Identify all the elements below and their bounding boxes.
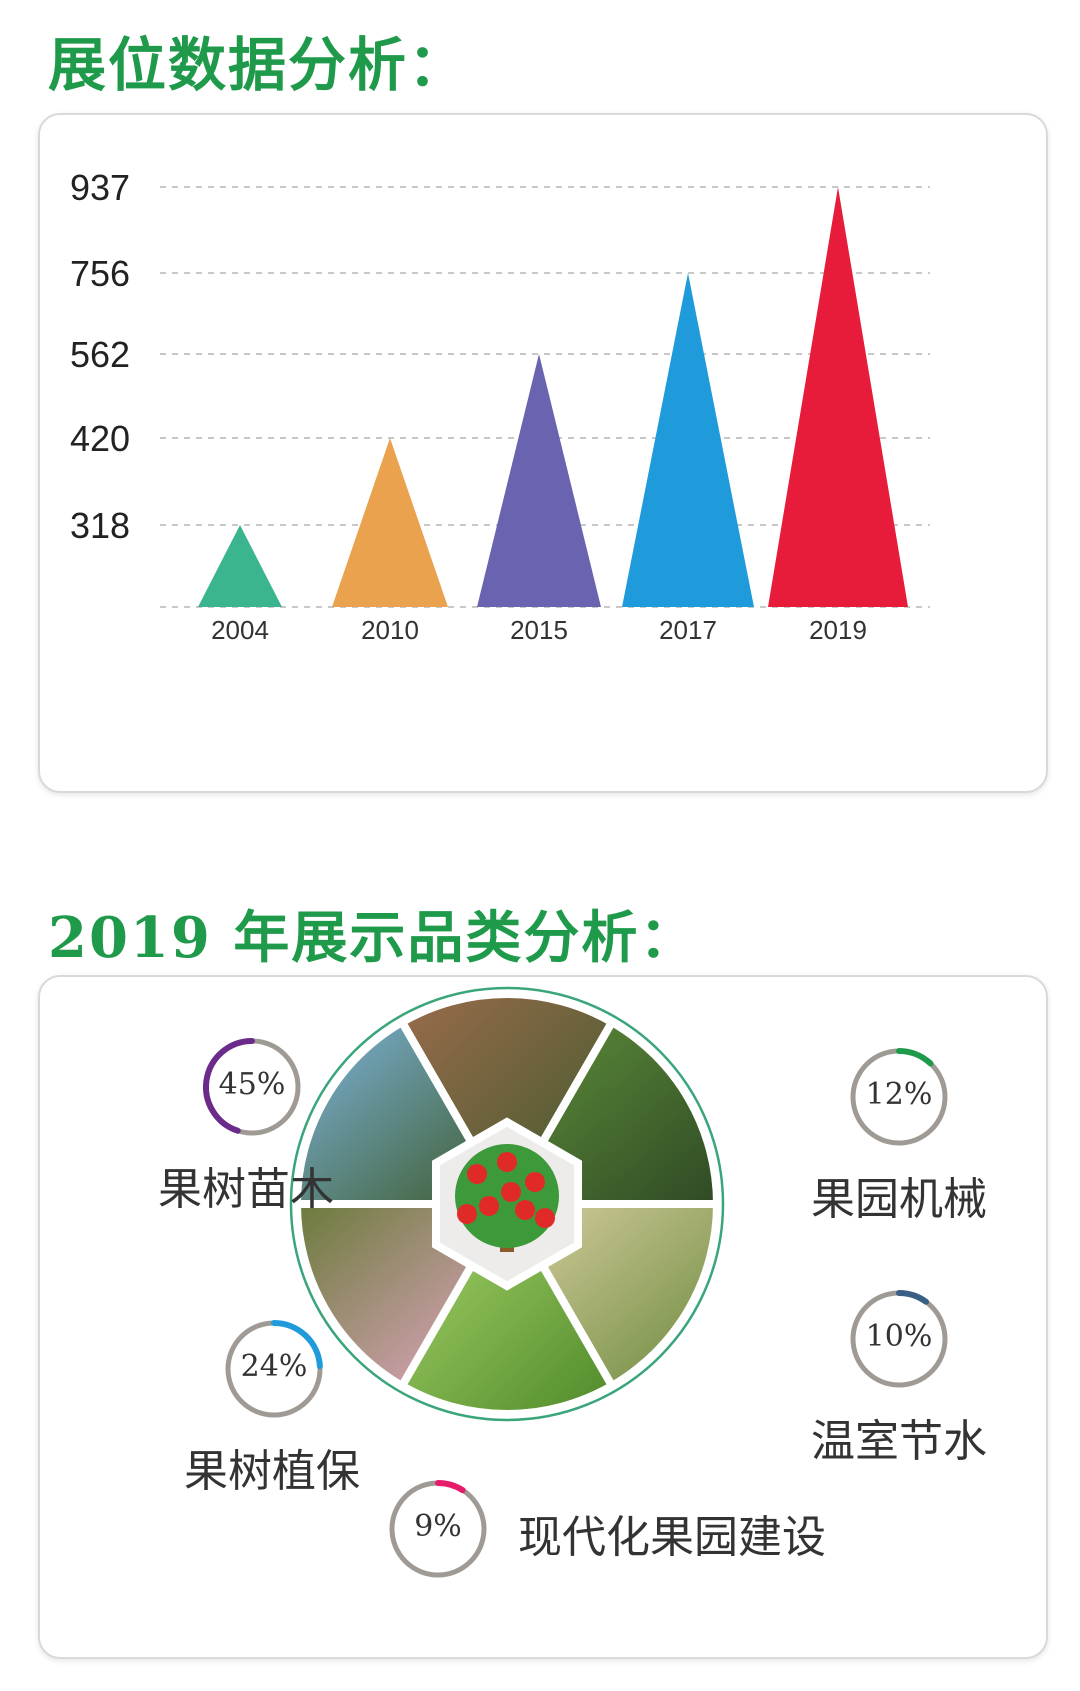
category-analysis-panel: 45% 果树苗木 24% 果树植保 12% 果园机械 10% 温室节水 9% 现… [38, 975, 1048, 1659]
bar-2017 [622, 273, 754, 607]
ring-progress [896, 1290, 930, 1305]
seedling-photo [396, 1196, 618, 1418]
y-tick-label: 318 [70, 505, 130, 546]
label-orchard-machinery: 果园机械 [811, 1174, 987, 1225]
booth-bar-chart: 318 420 562 756 937 2004 2010 2015 2017 2019 [70, 167, 930, 645]
pruning-photo [396, 990, 618, 1212]
apple-icon [501, 1182, 521, 1202]
y-tick-label: 562 [70, 334, 130, 375]
apple-icon [457, 1204, 477, 1224]
ring-progress [435, 1480, 466, 1494]
label-fruit-protection: 果树植保 [184, 1446, 360, 1497]
percent-ring-orchard-machinery [850, 1048, 948, 1146]
label-greenhouse-water-saving: 温室节水 [811, 1416, 987, 1467]
x-tick-label: 2010 [361, 615, 419, 645]
apple-icon [497, 1152, 517, 1172]
label-fruit-seedlings: 果树苗木 [158, 1164, 334, 1215]
category-analysis-title: 2019 年展示品类分析： [48, 905, 698, 971]
booth-analysis-title: 展位数据分析： [48, 31, 469, 99]
x-tick-label: 2004 [211, 615, 269, 645]
percent-fruit-seedlings: 45% [218, 1067, 286, 1102]
apple-icon [467, 1164, 487, 1184]
ring-progress [896, 1048, 934, 1067]
percent-ring-modern-orchard-construction [389, 1480, 487, 1578]
percent-ring-fruit-protection [225, 1320, 323, 1418]
x-tick-label: 2015 [510, 615, 568, 645]
y-tick-label: 420 [70, 418, 130, 459]
bar-2015 [477, 354, 601, 607]
x-tick-label: 2019 [809, 615, 867, 645]
percent-ring-fruit-seedlings [203, 1038, 301, 1136]
label-modern-orchard-construction: 现代化果园建设 [518, 1512, 826, 1563]
apple-icon [525, 1172, 545, 1192]
booth-chart-panel: 318 420 562 756 937 2004 2010 2015 2017 2019 [38, 113, 1048, 793]
percent-modern-orchard-construction: 9% [414, 1509, 462, 1544]
apple-icon [515, 1200, 535, 1220]
percent-orchard-machinery: 12% [865, 1077, 933, 1112]
apple-icon [535, 1208, 555, 1228]
ring-progress [203, 1038, 255, 1134]
category-photo-wheel [289, 986, 725, 1422]
y-tick-label: 937 [70, 167, 130, 208]
percent-greenhouse-water-saving: 10% [865, 1319, 933, 1354]
percent-fruit-protection: 24% [240, 1349, 308, 1384]
apple-icon [479, 1196, 499, 1216]
ring-progress [271, 1320, 323, 1370]
percent-ring-greenhouse-water-saving [850, 1290, 948, 1388]
bar-2004 [198, 525, 282, 607]
y-tick-label: 756 [70, 253, 130, 294]
bar-2010 [332, 438, 448, 607]
x-tick-label: 2017 [659, 615, 717, 645]
bar-2019 [768, 187, 908, 607]
